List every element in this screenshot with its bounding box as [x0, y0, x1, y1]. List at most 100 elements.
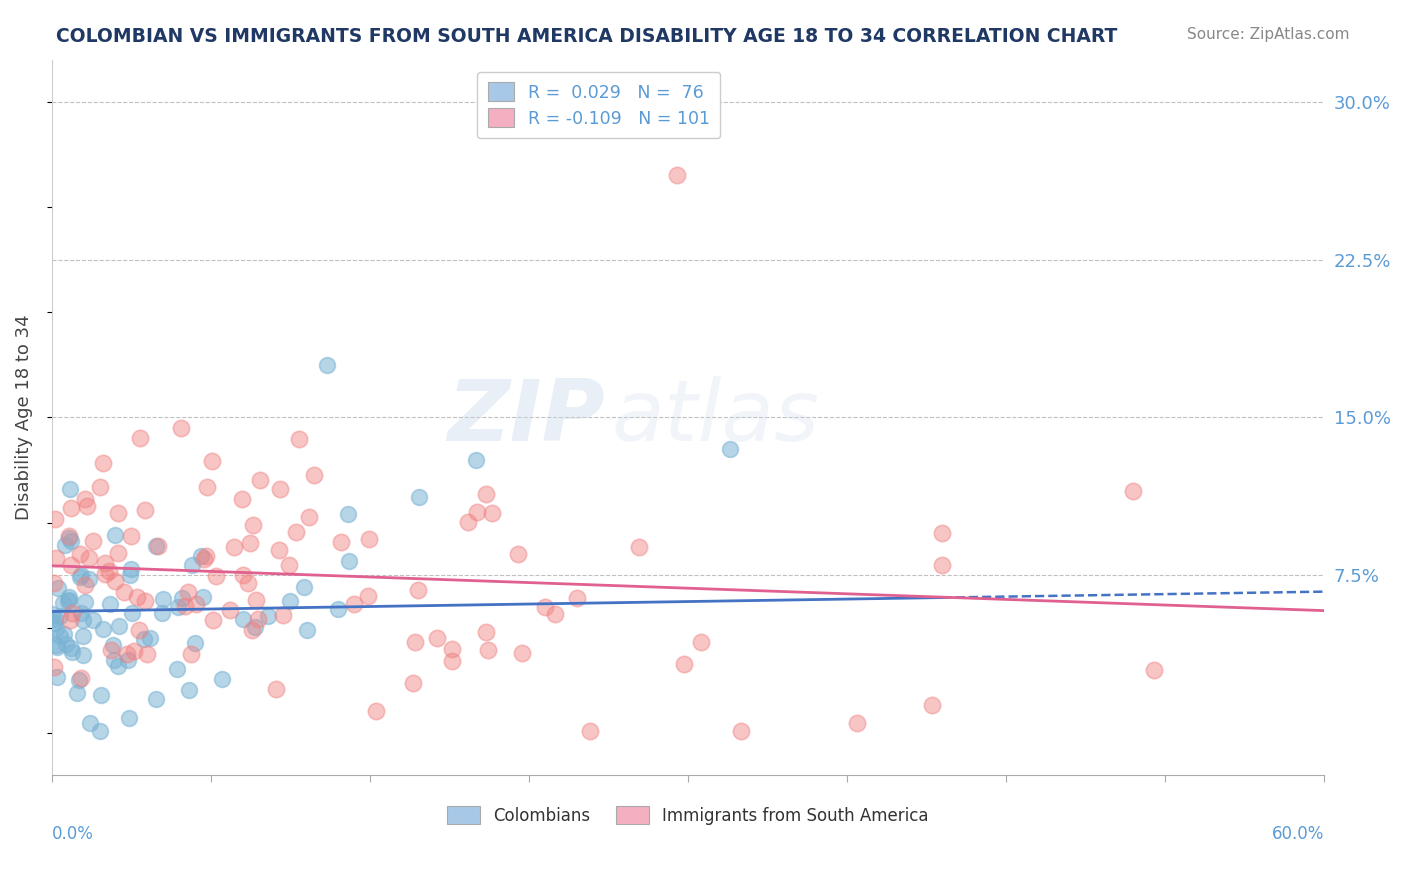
Point — [120, 562, 142, 576]
Point — [120, 529, 142, 543]
Point — [245, 620, 267, 634]
Point — [730, 724, 752, 739]
Point — [236, 575, 259, 590]
Point — [93, 623, 115, 637]
Point — [60, 501, 83, 516]
Point — [104, 528, 127, 542]
Point — [72, 629, 94, 643]
Text: ZIP: ZIP — [447, 376, 605, 458]
Point — [257, 609, 280, 624]
Point — [201, 454, 224, 468]
Point — [75, 578, 97, 592]
Point — [70, 568, 93, 582]
Point — [104, 574, 127, 589]
Point — [42, 660, 65, 674]
Point — [76, 499, 98, 513]
Point — [89, 724, 111, 739]
Point — [287, 432, 309, 446]
Point — [134, 502, 156, 516]
Point — [118, 567, 141, 582]
Point — [114, 585, 136, 599]
Point — [101, 638, 124, 652]
Point — [292, 580, 315, 594]
Point — [579, 724, 602, 739]
Point — [718, 442, 741, 456]
Point — [42, 576, 65, 591]
Point — [107, 545, 129, 559]
Point — [302, 467, 325, 482]
Point — [298, 510, 321, 524]
Point — [278, 594, 301, 608]
Point — [58, 592, 80, 607]
Point — [357, 590, 380, 604]
Text: COLOMBIAN VS IMMIGRANTS FROM SOUTH AMERICA DISABILITY AGE 18 TO 34 CORRELATION C: COLOMBIAN VS IMMIGRANTS FROM SOUTH AMERI… — [56, 27, 1118, 45]
Point — [195, 480, 218, 494]
Point — [190, 549, 212, 563]
Point — [211, 672, 233, 686]
Point — [115, 647, 138, 661]
Point — [364, 704, 387, 718]
Point — [326, 601, 349, 615]
Point — [426, 631, 449, 645]
Point — [59, 533, 82, 548]
Point — [218, 603, 240, 617]
Point — [53, 627, 76, 641]
Point — [193, 590, 215, 604]
Point — [174, 599, 197, 613]
Point — [240, 624, 263, 638]
Point — [45, 638, 67, 652]
Point — [45, 622, 67, 636]
Text: atlas: atlas — [612, 376, 820, 458]
Point — [128, 624, 150, 638]
Point — [193, 551, 215, 566]
Point — [41, 607, 63, 621]
Point — [77, 572, 100, 586]
Point — [56, 594, 79, 608]
Point — [534, 599, 557, 614]
Point — [177, 585, 200, 599]
Point — [242, 517, 264, 532]
Point — [232, 612, 254, 626]
Point — [122, 644, 145, 658]
Point — [343, 597, 366, 611]
Point — [152, 592, 174, 607]
Point — [278, 558, 301, 572]
Point — [457, 516, 479, 530]
Point — [1122, 484, 1144, 499]
Point — [97, 564, 120, 578]
Point — [1143, 663, 1166, 677]
Point — [170, 421, 193, 435]
Point — [136, 648, 159, 662]
Point — [58, 591, 80, 605]
Point — [53, 538, 76, 552]
Point — [249, 473, 271, 487]
Point — [201, 613, 224, 627]
Point — [60, 606, 83, 620]
Point — [627, 540, 650, 554]
Point — [508, 547, 530, 561]
Point — [465, 505, 488, 519]
Point — [89, 480, 111, 494]
Point — [138, 631, 160, 645]
Point — [544, 607, 567, 621]
Point — [118, 711, 141, 725]
Point — [59, 641, 82, 656]
Point — [72, 648, 94, 663]
Point — [179, 683, 201, 698]
Point — [481, 506, 503, 520]
Point — [145, 691, 167, 706]
Point — [337, 554, 360, 568]
Point — [55, 637, 77, 651]
Point — [271, 608, 294, 623]
Point — [167, 600, 190, 615]
Point — [148, 539, 170, 553]
Point — [59, 558, 82, 572]
Point — [69, 570, 91, 584]
Point — [689, 634, 711, 648]
Point — [49, 629, 72, 643]
Point — [58, 531, 80, 545]
Point — [510, 646, 533, 660]
Point — [239, 536, 262, 550]
Point — [44, 611, 66, 625]
Point — [222, 541, 245, 555]
